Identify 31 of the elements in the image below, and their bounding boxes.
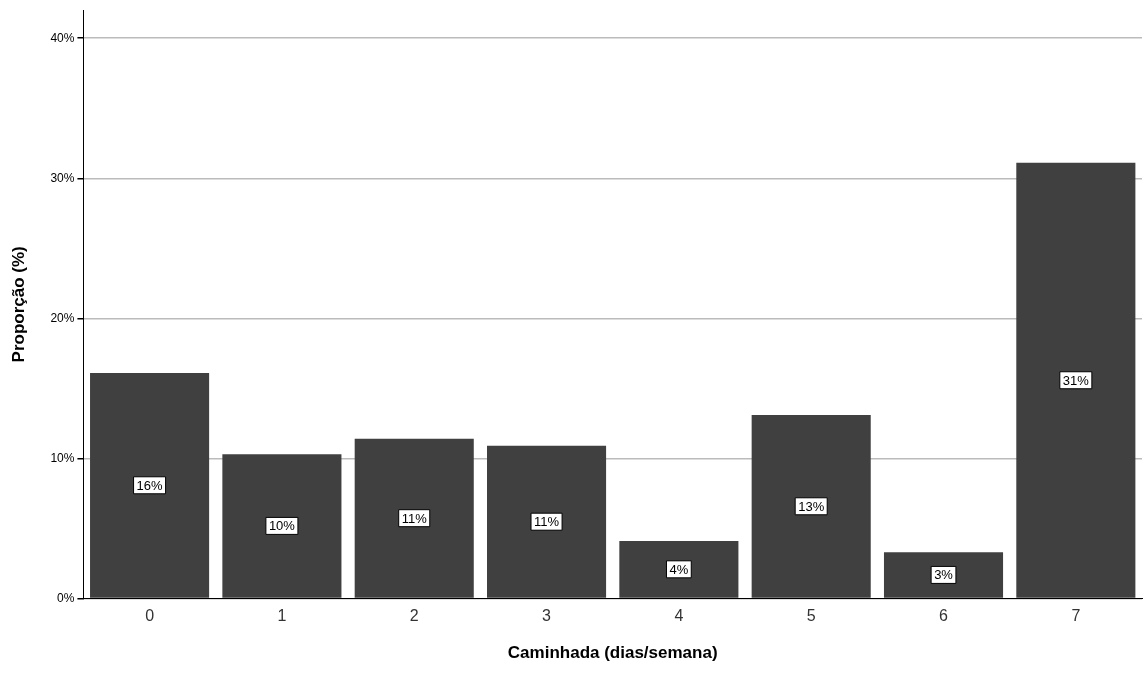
bar	[883, 552, 1004, 598]
bar	[1016, 162, 1136, 598]
x-tick-label: 0	[145, 607, 155, 625]
data-label: 13%	[798, 498, 825, 514]
data-label: 11%	[534, 514, 560, 530]
data-label: 4%	[669, 561, 689, 577]
bar	[751, 414, 871, 598]
data-label: 31%	[1062, 372, 1090, 388]
x-tick-label: 3	[542, 607, 552, 625]
x-tick-label: 7	[1071, 607, 1081, 625]
bar	[487, 445, 607, 598]
x-tick-label: 2	[409, 607, 419, 625]
y-axis-title: Proporção (%)	[8, 246, 28, 363]
x-tick-label: 4	[674, 607, 684, 625]
data-label: 16%	[136, 477, 164, 493]
x-tick-label: 5	[806, 607, 816, 625]
y-tick-label: 40%	[50, 30, 75, 45]
y-tick-label: 20%	[50, 310, 75, 325]
bar	[90, 372, 210, 598]
y-tick-label: 10%	[50, 450, 75, 465]
bar	[619, 540, 739, 598]
data-label: 10%	[268, 518, 296, 534]
data-label: 11%	[401, 510, 428, 526]
data-label: 3%	[934, 567, 954, 583]
x-tick-label: 1	[277, 607, 287, 625]
y-tick-label: 30%	[50, 170, 75, 185]
bar	[222, 454, 342, 598]
x-axis-title: Caminhada (dias/semana)	[507, 643, 718, 663]
bar	[354, 438, 474, 598]
y-tick-label: 0%	[57, 590, 75, 605]
x-tick-label: 6	[939, 607, 949, 625]
